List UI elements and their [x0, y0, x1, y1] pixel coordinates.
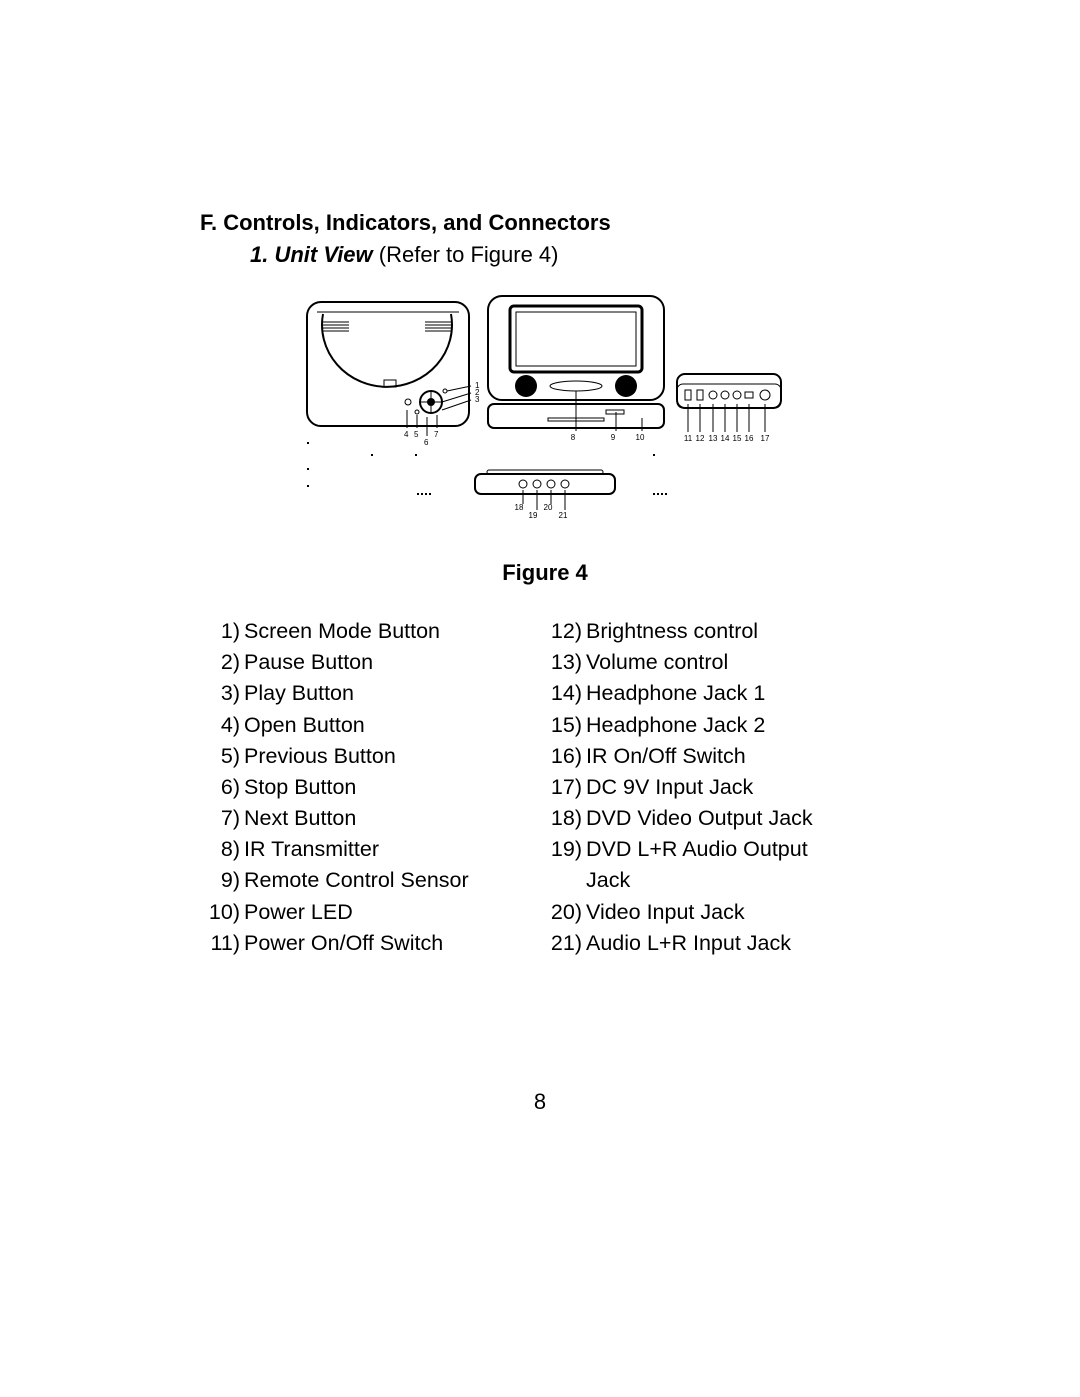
- svg-text:14: 14: [721, 434, 730, 443]
- parts-list-label: Headphone Jack 1: [586, 678, 765, 709]
- svg-text:16: 16: [745, 434, 754, 443]
- parts-list-number: 6): [204, 772, 240, 803]
- svg-text:4: 4: [404, 430, 409, 439]
- parts-list-item: 8)IR Transmitter: [204, 834, 514, 865]
- parts-list-label: DVD Video Output Jack: [586, 803, 813, 834]
- page: F. Controls, Indicators, and Connectors …: [0, 0, 1080, 1397]
- parts-list-label: Volume control: [586, 647, 728, 678]
- svg-text:8: 8: [571, 433, 576, 442]
- parts-list-item: 13)Volume control: [546, 647, 846, 678]
- parts-list-number: 16): [546, 741, 582, 772]
- parts-list-item: 15)Headphone Jack 2: [546, 710, 846, 741]
- parts-list-item: 2)Pause Button: [204, 647, 514, 678]
- parts-list-number: 14): [546, 678, 582, 709]
- parts-list-item: 7)Next Button: [204, 803, 514, 834]
- subheading-reference: (Refer to Figure 4): [373, 242, 559, 267]
- parts-list-label: Power LED: [244, 897, 353, 928]
- parts-list-item: 17)DC 9V Input Jack: [546, 772, 846, 803]
- parts-list-label: Stop Button: [244, 772, 356, 803]
- parts-list-item: 6)Stop Button: [204, 772, 514, 803]
- parts-list-right: 12)Brightness control13)Volume control14…: [546, 616, 846, 959]
- parts-list-label: Power On/Off Switch: [244, 928, 443, 959]
- parts-list-number: 9): [204, 865, 240, 896]
- parts-list: 1)Screen Mode Button2)Pause Button3)Play…: [200, 616, 890, 959]
- svg-text:21: 21: [559, 511, 568, 520]
- parts-list-item: 19)DVD L+R Audio Output: [546, 834, 846, 865]
- parts-list-item: 16)IR On/Off Switch: [546, 741, 846, 772]
- parts-list-item: 14)Headphone Jack 1: [546, 678, 846, 709]
- svg-text:17: 17: [761, 434, 770, 443]
- parts-list-number: 5): [204, 741, 240, 772]
- parts-list-number: 15): [546, 710, 582, 741]
- svg-text:3: 3: [475, 395, 480, 404]
- parts-list-item: Jack: [546, 865, 846, 896]
- parts-list-item: 18)DVD Video Output Jack: [546, 803, 846, 834]
- unit-view-diagram: 123457689101112131415161718201921: [305, 292, 785, 532]
- parts-list-number: 3): [204, 678, 240, 709]
- parts-list-number: 20): [546, 897, 582, 928]
- parts-list-number: 4): [204, 710, 240, 741]
- figure-caption: Figure 4: [305, 560, 785, 586]
- parts-list-label: Audio L+R Input Jack: [586, 928, 791, 959]
- svg-text:18: 18: [515, 503, 524, 512]
- parts-list-item: 1)Screen Mode Button: [204, 616, 514, 647]
- parts-list-item: 20)Video Input Jack: [546, 897, 846, 928]
- parts-list-item: 21)Audio L+R Input Jack: [546, 928, 846, 959]
- parts-list-label: Previous Button: [244, 741, 396, 772]
- parts-list-label: Next Button: [244, 803, 356, 834]
- svg-text:15: 15: [733, 434, 742, 443]
- parts-list-number: 2): [204, 647, 240, 678]
- parts-list-number: 17): [546, 772, 582, 803]
- parts-list-number: 10): [204, 897, 240, 928]
- svg-text:12: 12: [696, 434, 705, 443]
- parts-list-label: Remote Control Sensor: [244, 865, 469, 896]
- subsection-heading: 1. Unit View (Refer to Figure 4): [250, 242, 890, 268]
- parts-list-label: DC 9V Input Jack: [586, 772, 753, 803]
- parts-list-number: 11): [204, 928, 240, 959]
- svg-text:13: 13: [709, 434, 718, 443]
- svg-text:10: 10: [636, 433, 645, 442]
- parts-list-label: Brightness control: [586, 616, 758, 647]
- parts-list-label: Pause Button: [244, 647, 373, 678]
- parts-list-label: Play Button: [244, 678, 354, 709]
- svg-text:20: 20: [544, 503, 553, 512]
- parts-list-number: 13): [546, 647, 582, 678]
- svg-text:5: 5: [414, 430, 419, 439]
- parts-list-label: Open Button: [244, 710, 365, 741]
- parts-list-label: Video Input Jack: [586, 897, 745, 928]
- parts-list-number: [546, 865, 582, 896]
- parts-list-number: 12): [546, 616, 582, 647]
- parts-list-label: Jack: [586, 865, 630, 896]
- parts-list-label: IR Transmitter: [244, 834, 379, 865]
- parts-list-item: 9)Remote Control Sensor: [204, 865, 514, 896]
- parts-list-left: 1)Screen Mode Button2)Pause Button3)Play…: [204, 616, 514, 959]
- parts-list-label: Screen Mode Button: [244, 616, 440, 647]
- parts-list-number: 1): [204, 616, 240, 647]
- parts-list-number: 18): [546, 803, 582, 834]
- subheading-title: 1. Unit View: [250, 242, 373, 267]
- parts-list-item: 5)Previous Button: [204, 741, 514, 772]
- svg-text:7: 7: [434, 430, 439, 439]
- parts-list-number: 7): [204, 803, 240, 834]
- svg-text:19: 19: [529, 511, 538, 520]
- parts-list-item: 10)Power LED: [204, 897, 514, 928]
- parts-list-item: 4)Open Button: [204, 710, 514, 741]
- parts-list-label: Headphone Jack 2: [586, 710, 765, 741]
- parts-list-number: 8): [204, 834, 240, 865]
- parts-list-label: IR On/Off Switch: [586, 741, 746, 772]
- parts-list-label: DVD L+R Audio Output: [586, 834, 808, 865]
- figure: 123457689101112131415161718201921 Figure…: [305, 292, 785, 586]
- parts-list-item: 11)Power On/Off Switch: [204, 928, 514, 959]
- parts-list-number: 19): [546, 834, 582, 865]
- parts-list-number: 21): [546, 928, 582, 959]
- parts-list-item: 12)Brightness control: [546, 616, 846, 647]
- section-heading: F. Controls, Indicators, and Connectors: [200, 210, 890, 236]
- page-number: 8: [0, 1089, 1080, 1115]
- svg-text:6: 6: [424, 438, 429, 447]
- parts-list-item: 3)Play Button: [204, 678, 514, 709]
- svg-text:11: 11: [684, 434, 693, 443]
- svg-text:9: 9: [611, 433, 616, 442]
